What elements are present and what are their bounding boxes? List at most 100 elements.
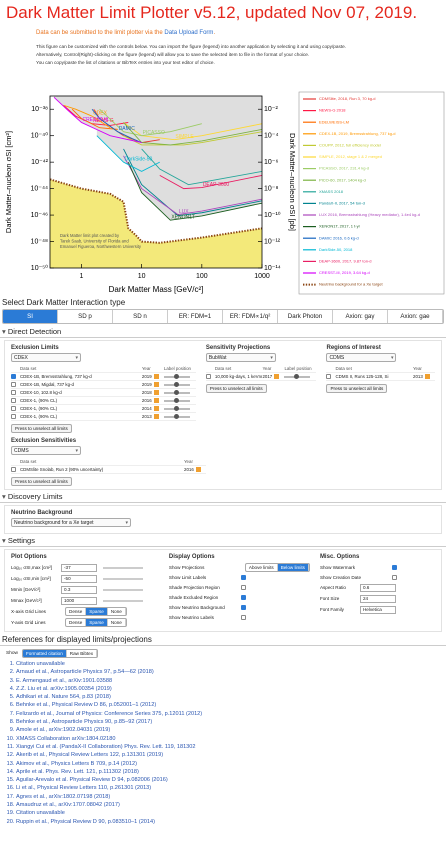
label-position-slider[interactable] <box>284 373 311 379</box>
toggle-button[interactable]: Above limits <box>246 563 278 571</box>
field-value[interactable]: 24 <box>359 594 396 603</box>
y-tick-label: 10⁻⁴⁶ <box>31 212 48 219</box>
neutrino-select[interactable]: Neutrino background for a Xe target <box>11 518 131 527</box>
toggle-button[interactable]: Sparse <box>86 608 108 615</box>
field-slider[interactable] <box>103 577 143 580</box>
y-tick-label: 10⁻⁴⁰ <box>31 132 48 140</box>
color-swatch[interactable] <box>195 467 201 473</box>
checkbox[interactable] <box>391 564 397 570</box>
checkbox[interactable] <box>240 584 246 590</box>
check-option: Shade Projection Region <box>169 582 310 592</box>
checkbox[interactable] <box>11 389 16 395</box>
unselect-button[interactable]: Press to unselect all limits <box>326 384 388 393</box>
checkbox[interactable] <box>240 594 246 600</box>
field-slider[interactable] <box>103 599 143 602</box>
option-field: Mmin [GeV/c²] 0.3 <box>11 584 159 595</box>
columns: Plot Options Log₁₀ σSI,max [cm²] -37 Log₁₀ … <box>11 553 435 628</box>
label-position-slider[interactable] <box>163 373 190 379</box>
unselect-button[interactable]: Press to unselect all limits <box>11 424 72 433</box>
field-value[interactable]: -37 <box>61 563 97 572</box>
column-header: Label position <box>284 366 312 371</box>
limit-curve <box>71 108 118 130</box>
interaction-tab[interactable]: ER: FDM∝1/q² <box>223 310 278 323</box>
dataset-select[interactable]: CDMS <box>11 446 81 455</box>
color-swatch[interactable] <box>153 374 159 380</box>
color-swatch[interactable] <box>153 398 159 404</box>
interaction-tab[interactable]: Dark Photon <box>278 310 333 323</box>
label-position-slider[interactable] <box>163 397 190 403</box>
y2-tick-label: 10⁻² <box>264 106 278 113</box>
option-field: Log₁₀ σSI,max [cm²] -37 <box>11 562 159 573</box>
field-slider[interactable] <box>103 588 143 591</box>
color-swatch[interactable] <box>153 414 159 420</box>
unselect-button[interactable]: Press to unselect all limits <box>11 477 72 486</box>
color-swatch[interactable] <box>274 374 280 380</box>
upload-link[interactable]: Data Upload Form <box>164 30 214 36</box>
dataset-select[interactable]: CDEX <box>11 353 81 362</box>
label-position-slider[interactable] <box>163 405 190 411</box>
checkbox[interactable] <box>326 373 332 379</box>
color-swatch[interactable] <box>153 390 159 396</box>
legend-label: NEWS-G 2018 <box>319 108 346 113</box>
interaction-tab[interactable]: SD n <box>113 310 168 323</box>
excluded-region <box>159 96 262 189</box>
reference: XMASS Collaboration arXiv:1804.02180 <box>16 735 446 743</box>
checkbox[interactable] <box>11 405 16 411</box>
dataset-select[interactable]: BubWat <box>205 353 276 362</box>
checkbox[interactable] <box>11 397 16 403</box>
field-value[interactable]: -50 <box>61 574 97 583</box>
interaction-tab[interactable]: Axion: gaγ <box>333 310 388 323</box>
field-label: Show Limit Labels <box>168 574 207 580</box>
checkbox[interactable] <box>240 614 246 620</box>
references-bar: Show Formatted citation Raw Bibtex <box>6 649 446 658</box>
panel: Exclusion Sensitivities CDMS Data set Year C… <box>11 437 207 486</box>
legend-label: CDMSlite, 2018, Run 3, 70 kg-d <box>319 96 375 101</box>
y-tick-label: 10⁻³⁸ <box>31 106 48 113</box>
interaction-tab[interactable]: SI <box>3 310 58 323</box>
color-swatch[interactable] <box>424 374 430 380</box>
field-value[interactable]: Helvetica <box>359 605 396 614</box>
toggle-button[interactable]: Dense <box>66 619 87 626</box>
checkbox[interactable] <box>205 373 211 379</box>
dataset-name: CDEX-1, (90% CL) <box>20 414 58 419</box>
field-value[interactable]: 0.3 <box>61 585 97 594</box>
page-title: Dark Matter Limit Plotter v5.12, updated… <box>6 3 418 22</box>
label-position-slider[interactable] <box>163 381 190 387</box>
toggle-button[interactable]: Below limits <box>277 563 309 571</box>
limit-plot[interactable]: NEWS-GCDEXSIMPLEPICASSOLUXXENON1TDAMICDa… <box>0 88 446 298</box>
toggle-button[interactable]: Formatted citation <box>23 650 67 657</box>
checkbox[interactable] <box>240 604 246 610</box>
field-slider[interactable] <box>103 566 143 569</box>
label-position-slider[interactable] <box>163 389 190 395</box>
field-value[interactable]: 0.6 <box>359 583 396 592</box>
panel: Exclusion Limits CDEX Data set Year Label po… <box>11 344 196 433</box>
field-label: Show Neutrino Labels <box>168 614 214 620</box>
reference: Citation unavailable <box>16 660 446 668</box>
intro-line: This figure can be customized with the c… <box>36 44 347 49</box>
checkbox[interactable] <box>11 381 16 387</box>
dataset-select[interactable]: CDMS <box>326 353 397 362</box>
toggle-button[interactable]: Raw Bibtex <box>67 650 98 657</box>
checkbox[interactable] <box>11 413 16 419</box>
limit-curve <box>159 174 262 190</box>
toggle-button[interactable]: None <box>108 608 126 615</box>
toggle-button[interactable]: None <box>108 619 126 626</box>
year: 2018 <box>141 389 152 395</box>
dataset-name: CDEX-10, 102.8 kg-d <box>20 390 62 395</box>
interaction-tab[interactable]: Axion: gae <box>388 310 443 323</box>
check-option: Show Creation Date <box>320 572 435 582</box>
checkbox[interactable] <box>11 373 16 379</box>
color-swatch[interactable] <box>153 406 159 412</box>
interaction-tab[interactable]: SD p <box>58 310 113 323</box>
label-position-slider[interactable] <box>163 413 190 419</box>
unselect-button[interactable]: Press to unselect all limits <box>205 384 267 393</box>
interaction-tab[interactable]: ER: FDM=1 <box>168 310 223 323</box>
checkbox[interactable] <box>240 574 246 580</box>
field-value[interactable]: 1000 <box>61 596 97 605</box>
toggle-button[interactable]: Dense <box>66 608 87 615</box>
toggle-button[interactable]: Sparse <box>86 619 108 626</box>
watermark: Dark Matter limit plot created by <box>60 233 120 238</box>
checkbox[interactable] <box>11 466 16 472</box>
color-swatch[interactable] <box>153 382 159 388</box>
checkbox[interactable] <box>391 574 397 580</box>
